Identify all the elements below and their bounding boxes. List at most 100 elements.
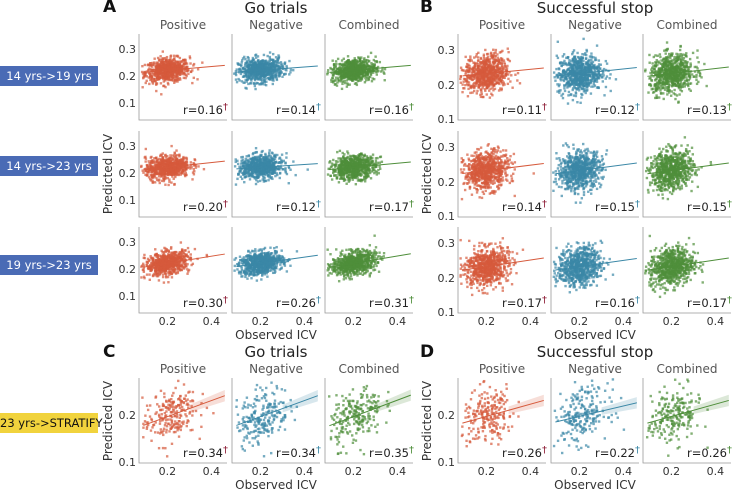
data-point	[335, 176, 339, 179]
data-point	[361, 60, 365, 63]
data-point	[351, 71, 354, 74]
data-point	[376, 156, 379, 160]
data-point	[346, 162, 349, 166]
data-point	[332, 73, 335, 76]
data-point	[285, 152, 288, 155]
data-point	[165, 261, 169, 264]
data-point	[285, 156, 288, 159]
data-point	[244, 172, 247, 176]
data-point	[269, 161, 272, 164]
data-point	[166, 275, 170, 279]
data-point	[246, 69, 250, 72]
data-point	[281, 168, 285, 171]
data-point	[378, 161, 382, 164]
data-point	[356, 174, 359, 177]
data-point	[194, 166, 198, 169]
data-point	[338, 177, 342, 180]
data-point	[256, 55, 260, 58]
data-point	[345, 165, 348, 169]
data-point	[154, 160, 157, 163]
data-point	[165, 55, 169, 59]
data-point	[354, 78, 357, 81]
data-point	[276, 70, 280, 73]
data-point	[344, 168, 348, 172]
data-point	[336, 150, 339, 154]
data-point	[176, 70, 179, 73]
data-point	[149, 76, 152, 79]
data-point	[255, 158, 258, 162]
data-point	[260, 171, 263, 174]
data-point	[154, 274, 157, 277]
data-point	[347, 68, 350, 72]
data-point	[179, 251, 183, 254]
data-point	[255, 170, 258, 173]
data-point	[256, 168, 260, 171]
data-point	[161, 275, 165, 279]
data-point	[182, 267, 186, 270]
data-point	[257, 155, 261, 158]
axis-frame	[231, 34, 320, 121]
data-point	[240, 59, 244, 62]
data-point	[179, 73, 182, 76]
data-point	[349, 75, 352, 79]
data-point	[163, 70, 167, 74]
data-point	[162, 179, 166, 183]
data-point	[372, 163, 375, 167]
data-point	[238, 169, 241, 173]
regression-line	[329, 64, 411, 73]
data-point	[154, 266, 157, 270]
data-point	[167, 83, 170, 86]
data-point	[267, 154, 270, 158]
data-point	[341, 64, 345, 67]
data-point	[254, 54, 257, 57]
data-point	[365, 64, 368, 68]
data-point	[169, 173, 172, 176]
data-point	[371, 71, 375, 74]
data-point	[277, 55, 281, 59]
data-point	[346, 72, 349, 75]
data-point	[175, 157, 179, 161]
data-point	[163, 246, 166, 250]
data-point	[278, 66, 282, 70]
data-point	[189, 70, 193, 74]
data-point	[162, 77, 165, 81]
data-point	[379, 70, 383, 73]
data-point	[240, 156, 243, 159]
data-point	[191, 171, 195, 174]
data-point	[364, 76, 367, 80]
data-point	[337, 79, 341, 83]
data-point	[179, 60, 182, 63]
data-point	[175, 149, 178, 152]
data-point	[357, 154, 360, 157]
data-point	[340, 74, 344, 77]
data-point	[271, 71, 274, 75]
data-point	[142, 76, 145, 80]
data-point	[160, 255, 163, 259]
data-point	[166, 154, 169, 158]
data-point	[274, 59, 278, 63]
data-point	[332, 81, 335, 84]
data-point	[267, 60, 270, 63]
data-point	[171, 269, 175, 272]
data-point	[274, 69, 277, 73]
data-point	[248, 67, 251, 71]
data-point	[148, 162, 151, 165]
data-point	[270, 163, 274, 167]
data-point	[156, 256, 160, 259]
data-point	[375, 68, 379, 71]
data-point	[258, 168, 262, 172]
data-point	[356, 179, 360, 182]
data-point	[343, 76, 346, 79]
data-point	[254, 61, 257, 64]
data-point	[162, 163, 165, 167]
data-point	[367, 76, 371, 79]
data-point	[255, 176, 259, 179]
data-point	[362, 58, 366, 61]
data-point	[179, 265, 182, 268]
data-point	[375, 73, 379, 76]
data-point	[352, 154, 356, 158]
data-point	[245, 160, 248, 163]
data-point	[253, 78, 257, 82]
data-point	[242, 75, 246, 78]
data-point	[192, 173, 196, 176]
